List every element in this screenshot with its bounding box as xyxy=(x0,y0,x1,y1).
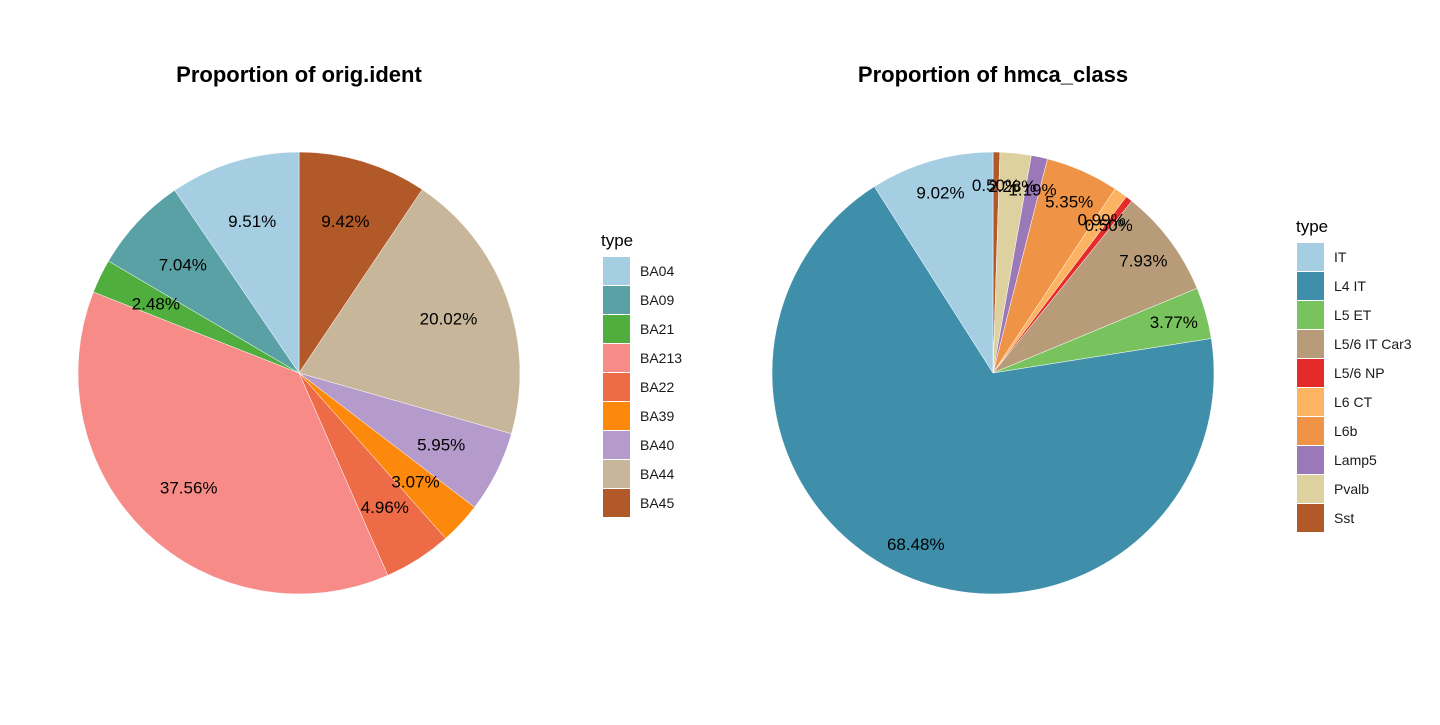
pie-slice-ba04 xyxy=(174,151,300,374)
legend-swatch-ba09 xyxy=(603,286,630,314)
legend-label-sst: Sst xyxy=(1334,510,1354,526)
legend-swatch-ba40 xyxy=(603,431,630,459)
legend-swatch-ba39 xyxy=(603,402,630,430)
legend-label-l6b: L6b xyxy=(1334,423,1358,439)
slice-label-ba40: 5.95% xyxy=(417,436,465,455)
pie-slice-it xyxy=(874,151,994,374)
slice-label-sst: 0.50% xyxy=(972,176,1020,195)
pie-slice-labels: 9.42% 20.02% 5.95% 3.07% 4.96% 37.56% 2.48% 7.0… xyxy=(132,212,478,517)
legend-swatch-it xyxy=(1297,243,1324,271)
legend-swatch-ba44 xyxy=(603,460,630,488)
pie-chart-hmca-class: Proportion of hmca_class 0.50%2.28%1.19%… xyxy=(771,62,1412,595)
pie-slice-l4-it xyxy=(771,186,1215,595)
slice-label-ba22: 4.96% xyxy=(361,498,409,517)
legend-label-ba04: BA04 xyxy=(640,263,674,279)
legend-swatch-sst xyxy=(1297,504,1324,532)
legend-label-l5-et: L5 ET xyxy=(1334,307,1372,323)
chart-title: Proportion of orig.ident xyxy=(176,62,422,87)
legend: type IT L4 IT L5 ET L5/6 IT Car3 L5/6 NP L6 C… xyxy=(1296,217,1412,532)
slice-label-lamp5: 1.19% xyxy=(1008,180,1056,199)
legend-label-ba21: BA21 xyxy=(640,321,674,337)
legend-swatch-ba45 xyxy=(603,489,630,517)
legend-swatch-ba21 xyxy=(603,315,630,343)
legend-swatch-l6b xyxy=(1297,417,1324,445)
legend-label-l6-ct: L6 CT xyxy=(1334,394,1373,410)
legend-label-pvalb: Pvalb xyxy=(1334,481,1369,497)
slice-label-l6b: 5.35% xyxy=(1045,192,1093,211)
slice-label-ba21: 2.48% xyxy=(132,294,180,313)
slice-label-ba45: 9.42% xyxy=(321,212,369,231)
legend-swatch-l5-6-it-car3 xyxy=(1297,330,1324,358)
legend-label-ba44: BA44 xyxy=(640,466,674,482)
slice-label-pvalb: 2.28% xyxy=(988,177,1036,196)
slice-label-l5-6-np: 0.50% xyxy=(1085,216,1133,235)
slice-label-l4-it: 68.48% xyxy=(887,535,945,554)
slice-label-l5-et: 3.77% xyxy=(1150,313,1198,332)
legend-swatch-l4-it xyxy=(1297,272,1324,300)
legend-label-l5-6-np: L5/6 NP xyxy=(1334,365,1385,381)
slice-label-ba213: 37.56% xyxy=(160,479,218,498)
pie-slice-l5-6-it-car3 xyxy=(992,200,1198,374)
slice-label-ba04: 9.51% xyxy=(228,212,276,231)
legend-label-l5-6-it-car3: L5/6 IT Car3 xyxy=(1334,336,1412,352)
pie-slice-ba45 xyxy=(298,151,423,374)
pie-slice-ba44 xyxy=(298,189,521,435)
legend-swatch-l6-ct xyxy=(1297,388,1324,416)
slice-label-ba44: 20.02% xyxy=(420,309,478,328)
pie-slices xyxy=(771,151,1215,595)
slice-label-l5-6-it-car3: 7.93% xyxy=(1119,251,1167,270)
legend-label-lamp5: Lamp5 xyxy=(1334,452,1377,468)
pie-slices xyxy=(77,151,521,595)
legend-swatch-pvalb xyxy=(1297,475,1324,503)
pie-slice-labels: 0.50%2.28%1.19%5.35%0.99%0.50%7.93%3.77%… xyxy=(887,176,1198,554)
legend-label-ba09: BA09 xyxy=(640,292,674,308)
legend-swatch-l5-6-np xyxy=(1297,359,1324,387)
legend-label-ba40: BA40 xyxy=(640,437,674,453)
slice-label-ba09: 7.04% xyxy=(159,255,207,274)
pie-chart-orig-ident: Proportion of orig.ident 9.42% 20.02% 5.95… xyxy=(77,62,682,595)
legend-label-ba45: BA45 xyxy=(640,495,674,511)
legend-swatch-ba04 xyxy=(603,257,630,285)
legend-label-l4-it: L4 IT xyxy=(1334,278,1366,294)
legend-title: type xyxy=(601,231,633,250)
legend-items: IT L4 IT L5 ET L5/6 IT Car3 L5/6 NP L6 CT L6b L… xyxy=(1297,243,1412,532)
legend-label-ba22: BA22 xyxy=(640,379,674,395)
chart-title: Proportion of hmca_class xyxy=(858,62,1128,87)
legend: type BA04BA09BA21BA213BA22BA39BA40BA44BA… xyxy=(601,231,682,517)
legend-swatch-ba213 xyxy=(603,344,630,372)
legend-label-it: IT xyxy=(1334,249,1347,265)
legend-swatch-lamp5 xyxy=(1297,446,1324,474)
legend-items: BA04 BA09 BA21 BA213 BA22 BA39 BA40 BA44 BA45 xyxy=(603,257,682,517)
legend-label-ba213: BA213 xyxy=(640,350,682,366)
legend-title: type xyxy=(1296,217,1328,236)
slice-label-it: 9.02% xyxy=(916,184,964,203)
slice-label-ba39: 3.07% xyxy=(391,472,439,491)
legend-label-ba39: BA39 xyxy=(640,408,674,424)
slice-label-l6-ct: 0.99% xyxy=(1077,211,1125,230)
legend-swatch-ba22 xyxy=(603,373,630,401)
pie-slice-ba213 xyxy=(77,291,389,595)
legend-swatch-l5-et xyxy=(1297,301,1324,329)
